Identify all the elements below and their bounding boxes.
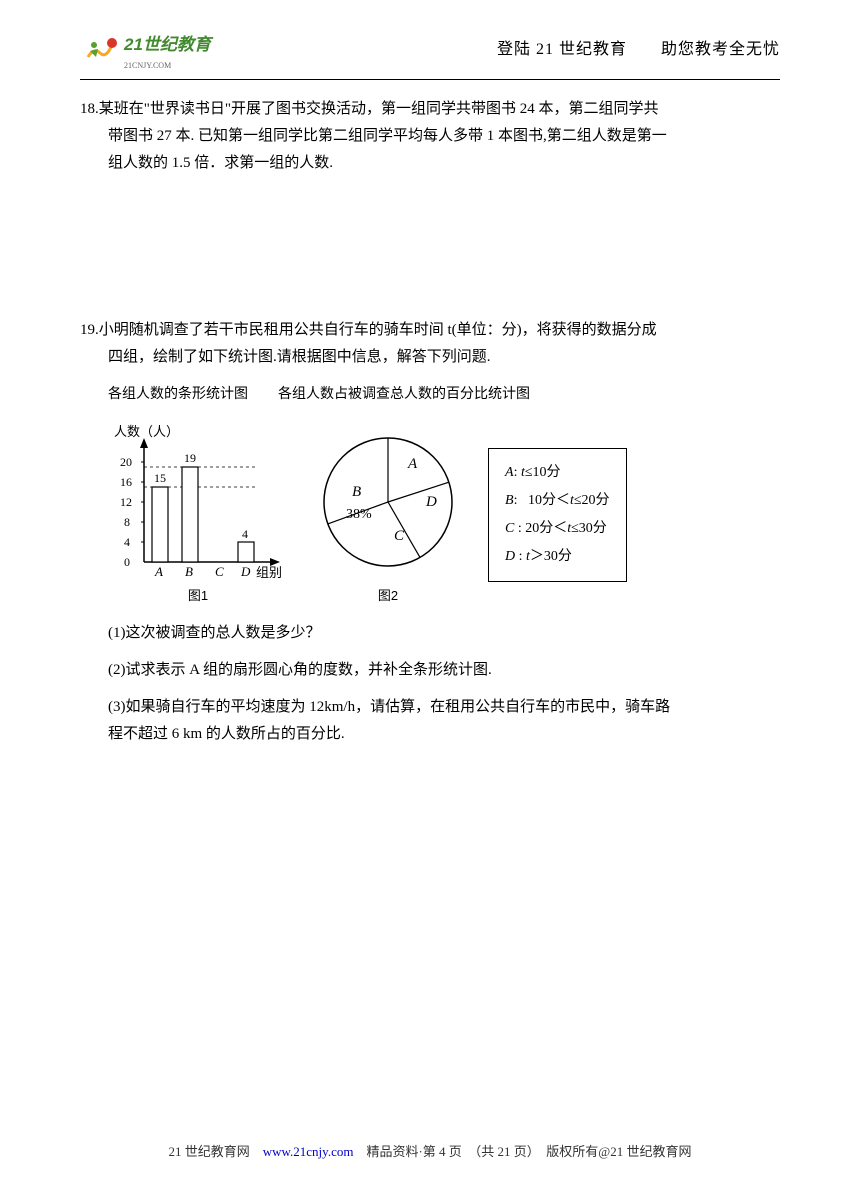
legend-d: D : t＞30分	[505, 543, 610, 571]
logo-sub-text: 21CNJY.COM	[124, 59, 211, 73]
q18-line3: 组人数的 1.5 倍．求第一组的人数.	[80, 150, 780, 177]
q19-number: 19.	[80, 317, 99, 344]
svg-text:C: C	[215, 564, 224, 579]
svg-text:D: D	[425, 494, 437, 510]
svg-text:19: 19	[184, 451, 196, 465]
pie-chart: A D C B 38%	[308, 422, 468, 582]
q18-line2: 带图书 27 本. 已知第一组同学比第二组同学平均每人多带 1 本图书,第二组人…	[80, 123, 780, 150]
y-axis-label: 人数（人）	[114, 424, 179, 439]
q18-line1: 某班在"世界读书日"开展了图书交换活动，第一组同学共带图书 24 本，第二组同学…	[99, 96, 780, 123]
figures-row: 人数（人） 0 4 8 12 16 20 15 A	[108, 422, 780, 607]
q19-sub1: (1)这次被调查的总人数是多少？	[80, 620, 780, 647]
bar-chart-block: 人数（人） 0 4 8 12 16 20 15 A	[108, 422, 288, 607]
q19-sub3: (3)如果骑自行车的平均速度为 12km/h，请估算，在租用公共自行车的市民中，…	[80, 694, 780, 721]
bar-chart: 人数（人） 0 4 8 12 16 20 15 A	[108, 422, 288, 582]
page-footer: 21 世纪教育网 www.21cnjy.com 精品资料·第 4 页 （共 21…	[0, 1140, 860, 1163]
svg-text:38%: 38%	[346, 507, 372, 522]
x-axis-label: 组别	[256, 565, 282, 580]
legend-c: C : 20分＜t≤30分	[505, 515, 610, 543]
svg-text:4: 4	[124, 535, 130, 549]
svg-text:B: B	[185, 564, 193, 579]
question-18: 18. 某班在"世界读书日"开展了图书交换活动，第一组同学共带图书 24 本，第…	[80, 96, 780, 177]
svg-text:20: 20	[120, 455, 132, 469]
svg-text:D: D	[240, 564, 251, 579]
logo: 21世纪教育 21CNJY.COM	[80, 30, 211, 73]
svg-text:4: 4	[242, 527, 248, 541]
svg-text:12: 12	[120, 495, 132, 509]
svg-text:16: 16	[120, 475, 132, 489]
q19-sub3b: 程不超过 6 km 的人数所占的百分比.	[80, 721, 780, 748]
footer-mid: 精品资料·第 4 页 （共 21 页） 版权所有@21 世纪教育网	[366, 1144, 691, 1159]
svg-text:C: C	[394, 528, 405, 544]
bar-chart-title: 各组人数的条形统计图	[108, 381, 248, 406]
q19-line2: 四组，绘制了如下统计图.请根据图中信息，解答下列问题.	[80, 344, 780, 371]
page-header: 21世纪教育 21CNJY.COM 登陆 21 世纪教育 助您教考全无忧	[80, 30, 780, 73]
svg-text:0: 0	[124, 555, 130, 569]
svg-text:A: A	[407, 456, 418, 472]
logo-icon	[80, 35, 120, 67]
fig1-caption: 图1	[188, 584, 208, 607]
pie-chart-title: 各组人数占被调查总人数的百分比统计图	[278, 381, 530, 406]
pie-chart-block: A D C B 38% 图2	[308, 422, 468, 607]
q19-sub2: (2)试求表示 A 组的扇形圆心角的度数，并补全条形统计图.	[80, 657, 780, 684]
header-slogan: 登陆 21 世纪教育 助您教考全无忧	[497, 30, 780, 65]
legend-a: A: t≤10分	[505, 459, 610, 487]
svg-text:15: 15	[154, 471, 166, 485]
logo-text: 21世纪教育	[124, 35, 211, 54]
fig2-caption: 图2	[378, 584, 398, 607]
svg-text:8: 8	[124, 515, 130, 529]
footer-site: 21 世纪教育网	[168, 1144, 249, 1159]
svg-text:B: B	[352, 484, 361, 500]
legend-b: B: 10分＜t≤20分	[505, 487, 610, 515]
svg-text:A: A	[154, 564, 163, 579]
question-19: 19. 小明随机调查了若干市民租用公共自行车的骑车时间 t(单位：分)，将获得的…	[80, 317, 780, 748]
legend-box: A: t≤10分 B: 10分＜t≤20分 C : 20分＜t≤30分 D : …	[488, 448, 627, 582]
header-divider	[80, 79, 780, 80]
q18-number: 18.	[80, 96, 99, 123]
footer-url: www.21cnjy.com	[263, 1144, 354, 1159]
q19-line1: 小明随机调查了若干市民租用公共自行车的骑车时间 t(单位：分)，将获得的数据分成	[99, 317, 780, 344]
